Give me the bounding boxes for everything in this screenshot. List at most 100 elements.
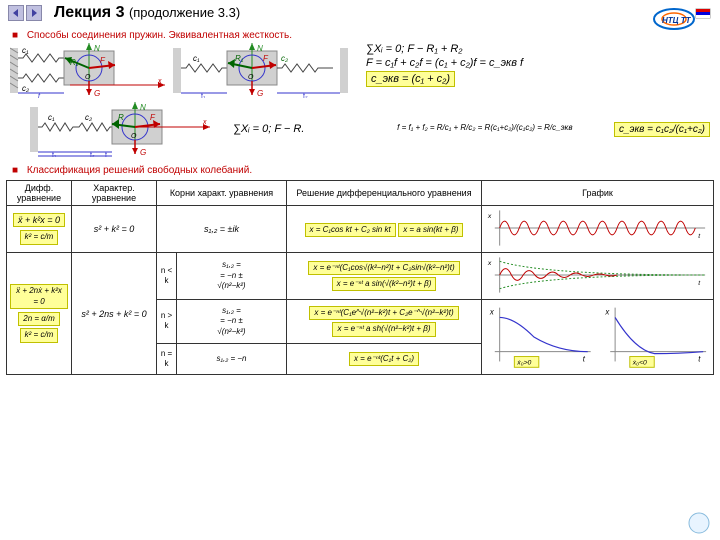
sol-2c1: x = e⁻ⁿᵗ(C₁t + C₂): [349, 352, 419, 366]
svg-text:f: f: [38, 93, 41, 98]
svg-text:R₁: R₁: [235, 54, 244, 63]
bullet-classification: ■ Классификация решений свободных колеба…: [12, 165, 720, 176]
th-solution: Решение дифференциального уравнения: [287, 181, 482, 206]
th-diff-eq: Дифф. уравнение: [7, 181, 72, 206]
de-2-aux1: 2n = α/m: [18, 312, 59, 326]
classification-table: Дифф. уравнение Характер. уравнение Корн…: [6, 180, 714, 375]
r2b-1: s₁,₂ =: [222, 306, 241, 315]
sub-a: n < k: [157, 253, 177, 300]
sol-2b2: x = e⁻ⁿᵗ a sh(√(n²−k²)t + β): [332, 322, 435, 336]
th-graph: График: [482, 181, 714, 206]
svg-text:f₁: f₁: [201, 93, 206, 98]
sub-b: n > k: [157, 300, 177, 344]
svg-text:c₁: c₁: [193, 54, 200, 63]
equations-series: ∑Xᵢ = 0; F − R.: [223, 123, 379, 137]
diagram-series: c₁ c₂ R N F G x O f₁ f₂ f: [30, 102, 215, 157]
roots-2a: s₁,₂ = = −n ± √(n²−k²): [177, 253, 287, 300]
svg-text:O: O: [131, 133, 137, 140]
r2b-3: √(n²−k²): [217, 327, 245, 336]
bullet-2-text: Классификация решений свободных колебани…: [27, 165, 252, 176]
sub-c: n = k: [157, 343, 177, 374]
table-row: ẍ + k²x = 0 k² = c/m s² + k² = 0 s₁,₂ = …: [7, 206, 714, 253]
bullet-springs: ■ Способы соединения пружин. Эквивалентн…: [12, 30, 720, 41]
eq-box1: c_экв = (c₁ + c₂): [366, 71, 455, 87]
diagram-parallel: c₁ c₂ N G R₁ F O x f: [10, 43, 165, 98]
svg-text:O: O: [248, 74, 254, 81]
svg-text:c₂: c₂: [85, 113, 92, 122]
svg-text:O: O: [85, 74, 91, 81]
roots-2b: s₁,₂ = = −n ± √(n²−k²): [177, 300, 287, 344]
eq-line1: F = c₁f + c₂f = (c₁ + c₂)f = c_экв f: [366, 57, 710, 69]
title-sub: (продолжение 3.3): [129, 5, 240, 20]
svg-text:R: R: [118, 113, 124, 122]
svg-text:t: t: [698, 354, 701, 363]
equations-parallel: ∑Xᵢ = 0; F − R₁ + R₂ F = c₁f + c₂f = (c₁…: [356, 43, 710, 98]
graph-undamped-icon: x t: [485, 208, 710, 248]
roots-2c: s₁,₂ = −n: [177, 343, 287, 374]
sol-2c: x = e⁻ⁿᵗ(C₁t + C₂): [287, 343, 482, 374]
eq-box2-wrap: c_экв = c₁c₂/(c₁+c₂): [614, 122, 710, 137]
r2a-2: = −n ±: [220, 271, 243, 280]
svg-text:x: x: [157, 78, 162, 85]
graph-overdamped-icon: x t ẋ₀>0 x t ẋ₀<0: [485, 302, 710, 370]
svg-text:x: x: [489, 307, 495, 316]
r2a-3: √(n²−k²): [217, 281, 245, 290]
ce-2: s² + 2ns + k² = 0: [72, 253, 157, 375]
svg-text:G: G: [140, 148, 146, 157]
bullet-dot-icon: ■: [12, 30, 18, 41]
equations-series-2: f = f₁ + f₂ = R/c₁ + R/c₂ = R(c₁+c₂)/(c₁…: [387, 123, 606, 135]
svg-text:x: x: [487, 260, 492, 267]
table-header-row: Дифф. уравнение Характер. уравнение Корн…: [7, 181, 714, 206]
eq-box2: c_экв = c₁c₂/(c₁+c₂): [614, 122, 710, 137]
svg-text:t: t: [583, 354, 586, 363]
svg-text:N: N: [94, 44, 100, 53]
svg-text:c₁: c₁: [22, 46, 29, 55]
cell-de-1: ẍ + k²x = 0 k² = c/m: [7, 206, 72, 253]
diagrams-row-1: c₁ c₂ N G R₁ F O x f c₁ R₁ N F c₂ G O f₁…: [0, 43, 720, 98]
th-roots: Корни характ. уравнения: [157, 181, 287, 206]
svg-text:t: t: [698, 280, 701, 287]
graph-1: x t: [482, 206, 714, 253]
graph-2bc: x t ẋ₀>0 x t ẋ₀<0: [482, 300, 714, 375]
svg-text:t: t: [698, 233, 701, 240]
de-1: ẍ + k²x = 0: [13, 213, 65, 227]
r2b-2: = −n ±: [220, 316, 243, 325]
lecture-title: Лекция 3 (продолжение 3.3): [54, 4, 240, 22]
bullet-dot-icon: ■: [12, 165, 18, 176]
table-row: ẍ + 2nẋ + k²x = 0 2n = α/m k² = c/m s² +…: [7, 253, 714, 300]
diagram-opposite: c₁ R₁ N F c₂ G O f₁ f₂: [173, 43, 348, 98]
svg-text:x: x: [202, 119, 207, 126]
nav-next-button[interactable]: [26, 5, 42, 21]
svg-text:G: G: [94, 89, 100, 98]
svg-text:f: f: [105, 152, 107, 157]
title-main: Лекция 3: [54, 4, 124, 21]
svg-text:c₂: c₂: [281, 54, 288, 63]
ce-1: s² + k² = 0: [72, 206, 157, 253]
svg-text:N: N: [140, 103, 146, 112]
diagrams-row-2: c₁ c₂ R N F G x O f₁ f₂ f ∑Xᵢ = 0; F − R…: [0, 98, 720, 161]
logo-icon: НТЦ ТТ: [652, 4, 712, 34]
graph-2a: x t: [482, 253, 714, 300]
sol-1b: x = a sin(kt + β): [398, 223, 463, 237]
svg-text:c₁: c₁: [48, 113, 55, 122]
sol-1a: x = C₁cos kt + C₂ sin kt: [305, 223, 396, 237]
cell-de-2: ẍ + 2nẋ + k²x = 0 2n = α/m k² = c/m: [7, 253, 72, 375]
svg-text:f₂: f₂: [303, 93, 308, 98]
page-badge-icon: [688, 512, 710, 534]
sol-2b: x = e⁻ⁿᵗ(C₁e^√(n²−k²)t + C₂e⁻^√(n²−k²)t)…: [287, 300, 482, 344]
roots-1: s₁,₂ = ±ik: [157, 206, 287, 253]
svg-text:G: G: [257, 89, 263, 98]
svg-text:R₁: R₁: [70, 58, 79, 67]
svg-text:x: x: [487, 213, 492, 220]
th-char-eq: Характер. уравнение: [72, 181, 157, 206]
svg-text:ẋ₀<0: ẋ₀<0: [632, 359, 647, 366]
de-1-aux: k² = c/m: [20, 230, 59, 244]
de-2: ẍ + 2nẋ + k²x = 0: [10, 284, 68, 309]
sol-2b1: x = e⁻ⁿᵗ(C₁e^√(n²−k²)t + C₂e⁻^√(n²−k²)t): [309, 306, 458, 320]
sol-2a: x = e⁻ⁿᵗ(C₁cos√(k²−n²)t + C₂sin√(k²−n²)t…: [287, 253, 482, 300]
nav-prev-button[interactable]: [8, 5, 24, 21]
svg-text:N: N: [257, 44, 263, 53]
svg-text:НТЦ ТТ: НТЦ ТТ: [662, 16, 692, 25]
svg-text:c₂: c₂: [22, 84, 29, 93]
de-2-aux2: k² = c/m: [20, 328, 59, 342]
